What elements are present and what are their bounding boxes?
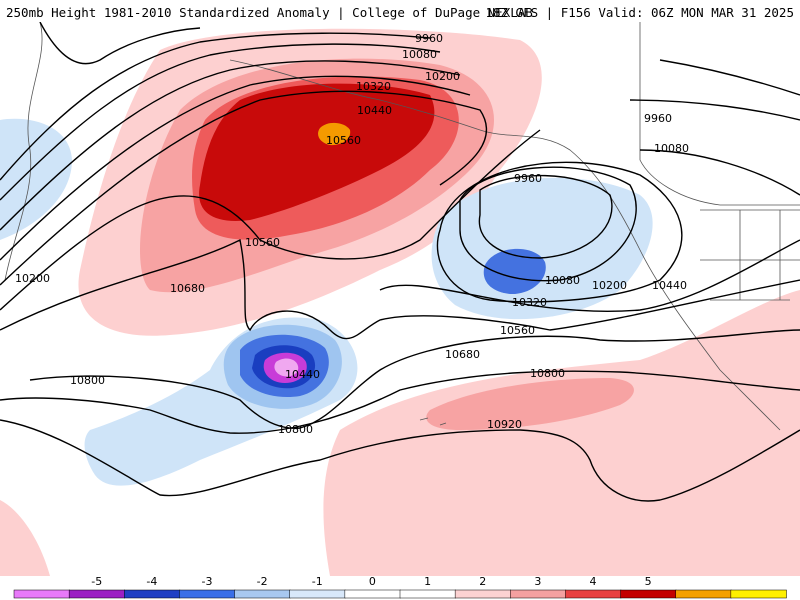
- anomaly-map: 9960 10080 10200 10320 10440 10560 10560…: [0, 22, 800, 576]
- contour-label: 10560: [500, 324, 535, 337]
- contour-label: 10560: [326, 134, 361, 147]
- negative-anomaly-ne: [431, 177, 653, 320]
- contour-label: 10440: [357, 104, 392, 117]
- positive-anomaly-south-1: [323, 290, 800, 576]
- contour-label: 10440: [652, 279, 687, 292]
- contour-label: 10680: [445, 348, 480, 361]
- anomaly-colorbar: -5 -4 -3 -2 -1 0 1 2 3 4 5: [13, 575, 787, 599]
- contour-label: 10440: [285, 368, 320, 381]
- contour-label: 10800: [278, 423, 313, 436]
- contour-label: 10080: [545, 274, 580, 287]
- colorbar-swatch: [565, 589, 622, 599]
- colorbar-label: 0: [369, 575, 376, 588]
- colorbar-label: -2: [257, 575, 268, 588]
- positive-anomaly-sw: [0, 500, 50, 576]
- colorbar-swatch: [620, 589, 677, 599]
- colorbar-swatch: [510, 589, 567, 599]
- negative-anomaly-cutoff-6: [274, 358, 299, 377]
- anomaly-shading: [0, 28, 800, 576]
- model-run-info: 18Z GFS | F156 Valid: 06Z MON MAR 31 202…: [485, 5, 794, 20]
- header: 250mb Height 1981-2010 Standardized Anom…: [0, 0, 800, 22]
- colorbar-swatch: [344, 589, 401, 599]
- colorbar-swatch: [234, 589, 291, 599]
- colorbar-label: -1: [312, 575, 323, 588]
- contour-label: 9960: [644, 112, 672, 125]
- colorbar-swatch: [730, 589, 787, 599]
- positive-anomaly-5: [318, 122, 351, 146]
- contour-label: 10920: [487, 418, 522, 431]
- negative-anomaly-ne-core: [483, 248, 546, 295]
- map-title: 250mb Height 1981-2010 Standardized Anom…: [6, 5, 533, 20]
- contour-labels: 9960 10080 10200 10320 10440 10560 10560…: [15, 32, 689, 436]
- colorbar-swatch: [13, 589, 70, 599]
- positive-anomaly-4: [199, 83, 435, 221]
- colorbar-label: 3: [534, 575, 541, 588]
- coastlines: [4, 22, 800, 431]
- colorbar-label: 5: [645, 575, 652, 588]
- colorbar-swatch: [289, 589, 346, 599]
- contour-label: 10680: [170, 282, 205, 295]
- colorbar-swatch: [675, 589, 732, 599]
- colorbar-label: -5: [91, 575, 102, 588]
- height-contours: [0, 22, 800, 502]
- colorbar-label: 2: [479, 575, 486, 588]
- colorbar-label: -4: [146, 575, 157, 588]
- contour-label: 10320: [356, 80, 391, 93]
- colorbar-swatch: [179, 589, 236, 599]
- colorbar-label: 4: [590, 575, 597, 588]
- colorbar-label: -3: [202, 575, 213, 588]
- contour-label: 10560: [245, 236, 280, 249]
- contour-label: 10080: [402, 48, 437, 61]
- contour-label: 10200: [592, 279, 627, 292]
- contour-label: 9960: [514, 172, 542, 185]
- colorbar-swatch: [399, 589, 456, 599]
- contour-label: 9960: [415, 32, 443, 45]
- colorbar-swatch: [124, 589, 181, 599]
- contour-label: 10320: [512, 296, 547, 309]
- contour-label: 10800: [530, 367, 565, 380]
- contour-label: 10080: [654, 142, 689, 155]
- contour-label: 10800: [70, 374, 105, 387]
- contour-label: 10200: [425, 70, 460, 83]
- colorbar-label: 1: [424, 575, 431, 588]
- colorbar-swatches: [13, 589, 787, 599]
- positive-anomaly-south-2: [426, 378, 634, 430]
- colorbar-labels: -5 -4 -3 -2 -1 0 1 2 3 4 5: [91, 575, 651, 588]
- contour-label: 10200: [15, 272, 50, 285]
- colorbar-swatch: [454, 589, 512, 599]
- colorbar-swatch: [68, 589, 126, 599]
